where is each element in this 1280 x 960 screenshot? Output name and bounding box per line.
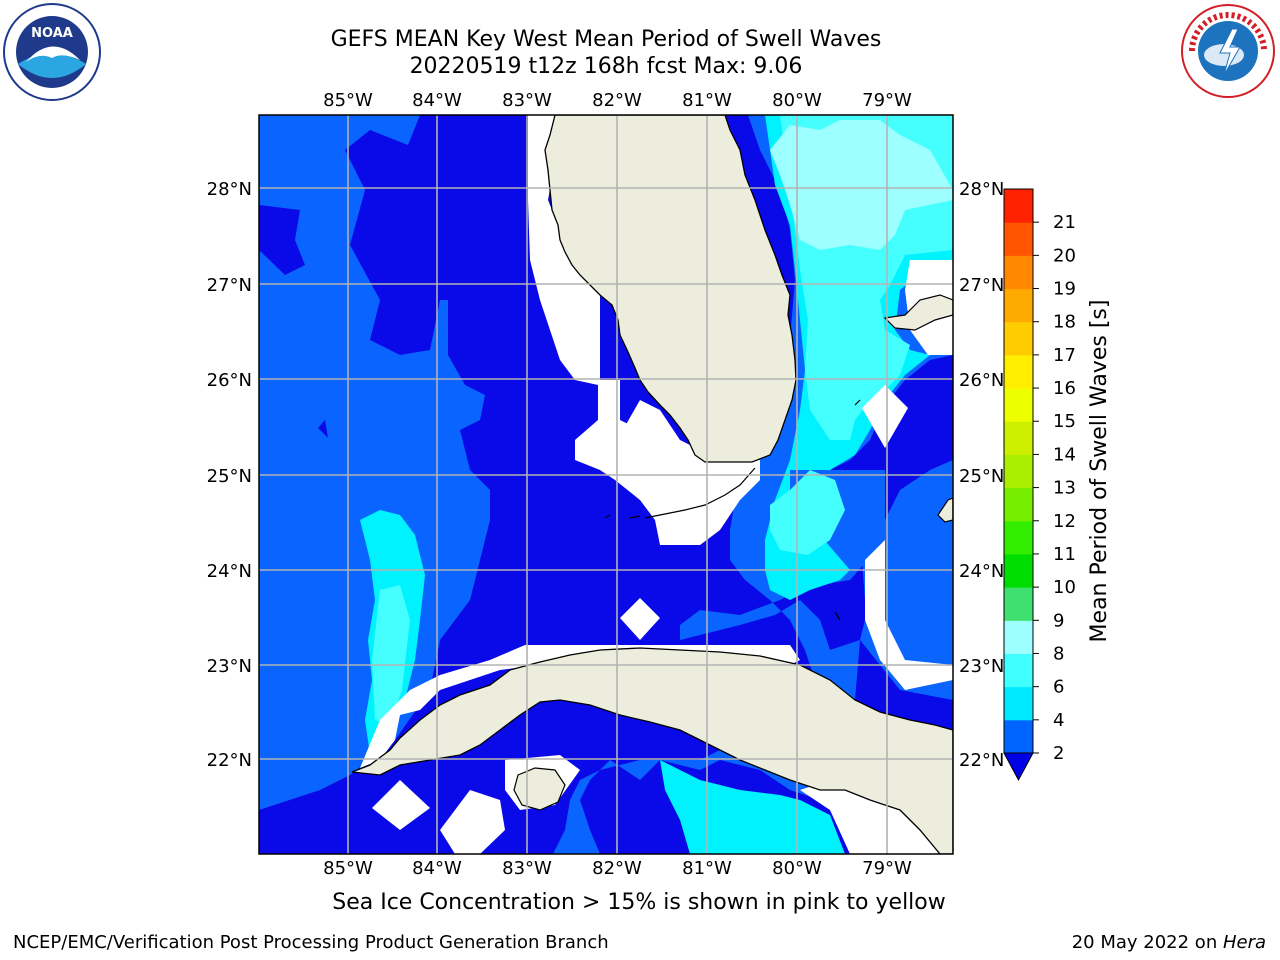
lat-label-left: 22°N (207, 750, 252, 771)
colorbar-tick-label: 19 (1053, 279, 1076, 300)
masked-area-cuba-north (360, 645, 800, 768)
lon-label-bottom: 85°W (323, 858, 373, 879)
lat-label-right: 27°N (959, 275, 1004, 296)
colorbar-segment (1004, 288, 1033, 323)
florida-landmass (544, 115, 797, 463)
lat-label-right: 23°N (959, 656, 1004, 677)
colorbar-segment (1004, 487, 1033, 522)
lat-label-left: 24°N (207, 561, 252, 582)
colorbar-segment (1004, 354, 1033, 389)
lat-label-left: 26°N (207, 370, 252, 391)
nws-logo-icon (1181, 4, 1275, 98)
mid-swell-notch (259, 205, 305, 275)
masked-area-south-2 (440, 790, 505, 854)
credit-branch: NCEP/EMC/Verification Post Processing Pr… (13, 932, 609, 953)
colorbar-segment (1004, 222, 1033, 256)
lon-label-top: 83°W (502, 90, 552, 111)
colorbar-segment (1004, 421, 1033, 455)
colorbar-tick-label: 18 (1053, 312, 1076, 333)
lat-label-right: 24°N (959, 561, 1004, 582)
lon-label-top: 85°W (323, 90, 373, 111)
colorbar: 2 4 6 8 9 10 11 12 13 14 15 16 17 18 19 20 21 (1003, 188, 1076, 782)
lat-label-left: 27°N (207, 275, 252, 296)
colorbar-label: Mean Period of Swell Waves [s] (1087, 300, 1112, 643)
lat-label-right: 25°N (959, 466, 1004, 487)
mid-swell-region-west (259, 115, 490, 810)
colorbar-tick-label: 20 (1053, 245, 1076, 266)
lon-label-bottom: 82°W (592, 858, 642, 879)
colorbar-tick-label: 21 (1053, 212, 1076, 233)
lon-label-bottom: 81°W (682, 858, 732, 879)
colorbar-tick-label: 9 (1053, 610, 1064, 631)
colorbar-segment (1004, 454, 1033, 489)
chart-title: GEFS MEAN Key West Mean Period of Swell … (330, 27, 882, 52)
colorbar-tick-label: 4 (1053, 710, 1064, 731)
colorbar-segment (1004, 321, 1033, 356)
light-swell-tongue-west (372, 585, 410, 725)
colorbar-segment (1004, 388, 1033, 422)
colorbar-tick-label: 6 (1053, 677, 1064, 698)
lon-label-top: 81°W (682, 90, 732, 111)
small-deep-blob (318, 420, 328, 438)
colorbar-outline (1003, 188, 1034, 754)
colorbar-tick-label: 8 (1053, 643, 1064, 664)
colorbar-segment (1004, 719, 1033, 754)
graticule (259, 115, 953, 854)
cuba-landmass (351, 647, 953, 854)
masked-area-south-1 (372, 780, 430, 830)
colorbar-tick-label: 13 (1053, 478, 1076, 499)
colorbar-extend-arrow (1003, 752, 1034, 782)
credit-date-text: 20 May 2022 on (1071, 932, 1223, 953)
colorbar-segment (1004, 686, 1033, 721)
colorbar-segment (1004, 653, 1033, 688)
colorbar-tick-label: 17 (1053, 345, 1076, 366)
colorbar-tick-label: 14 (1053, 444, 1076, 465)
lat-label-left: 23°N (207, 656, 252, 677)
colorbar-segment (1004, 189, 1033, 223)
masked-area-bahamas (862, 385, 908, 448)
bahamas-island-2 (937, 497, 953, 523)
masked-area-keys (600, 400, 760, 545)
colorbar-tick-label: 2 (1053, 743, 1064, 764)
sea-ice-caption: Sea Ice Concentration > 15% is shown in … (332, 890, 946, 915)
masked-area-gulf-coast (528, 115, 640, 470)
noaa-logo-icon: NOAA (3, 3, 101, 101)
lon-label-bottom: 79°W (862, 858, 912, 879)
colorbar-segment (1004, 520, 1033, 555)
colorbar-tick-label: 15 (1053, 411, 1076, 432)
light-swell-south-east (770, 470, 845, 555)
lat-label-right: 28°N (959, 179, 1004, 200)
svg-text:NOAA: NOAA (31, 26, 73, 41)
map-frame (258, 114, 954, 855)
colorbar-tick-label: 10 (1053, 577, 1076, 598)
bahamas-island-3 (834, 399, 861, 621)
colorbar-segment (1004, 255, 1033, 290)
colorbar-segment (1004, 587, 1033, 621)
chart-subtitle: 20220519 t12z 168h fcst Max: 9.06 (409, 54, 803, 79)
lon-label-top: 82°W (592, 90, 642, 111)
lat-label-left: 28°N (207, 179, 252, 200)
colorbar-segment (1004, 553, 1033, 588)
lat-label-left: 25°N (207, 466, 252, 487)
colorbar-tick-label: 16 (1053, 378, 1076, 399)
lon-label-bottom: 83°W (502, 858, 552, 879)
lon-label-top: 79°W (862, 90, 912, 111)
lat-label-right: 26°N (959, 370, 1004, 391)
lon-label-bottom: 84°W (412, 858, 462, 879)
lon-label-top: 84°W (412, 90, 462, 111)
map-area (259, 115, 953, 854)
colorbar-tick-label: 11 (1053, 544, 1076, 565)
masked-area-small (620, 598, 660, 640)
colorbar-tick-label: 12 (1053, 511, 1076, 532)
credit-host: Hera (1222, 932, 1266, 953)
florida-keys-outline (604, 467, 756, 519)
bahamas-island-1 (883, 294, 953, 331)
lon-label-bottom: 80°W (772, 858, 822, 879)
lat-label-right: 22°N (959, 750, 1004, 771)
credit-date: 20 May 2022 on Hera (1072, 932, 1266, 953)
lon-label-top: 80°W (772, 90, 822, 111)
pale-swell-region-east (770, 120, 953, 250)
colorbar-segment (1004, 620, 1033, 654)
